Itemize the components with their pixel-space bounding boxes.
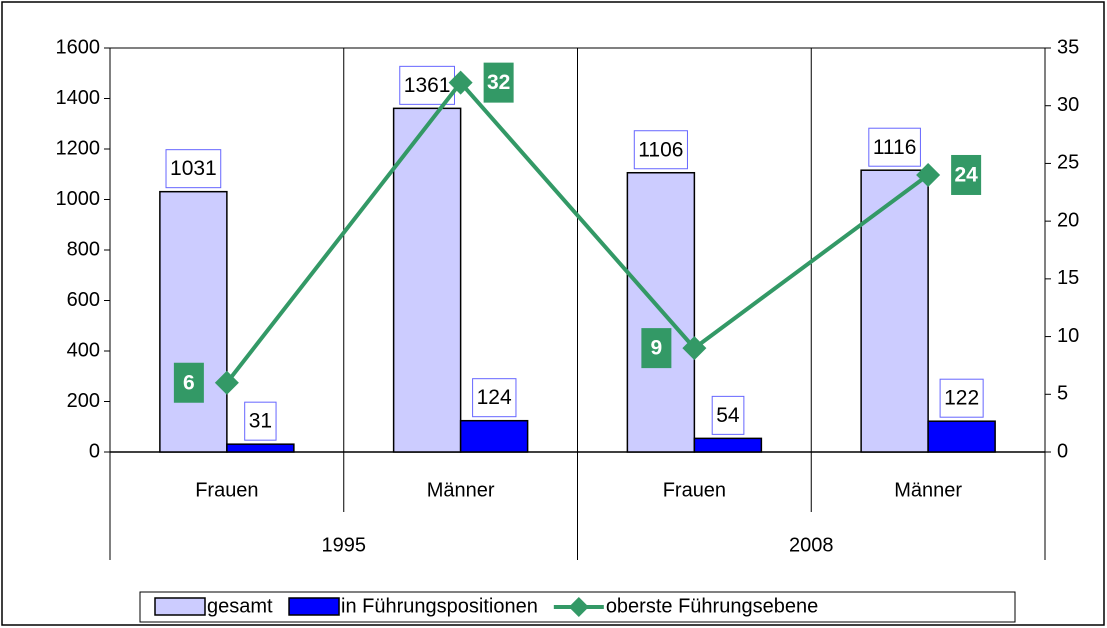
y-tick-label: 1000 — [56, 188, 101, 210]
line-marker — [448, 70, 473, 95]
x-group-label: 1995 — [322, 534, 367, 556]
legend-label: in Führungspositionen — [341, 595, 538, 617]
bar — [459, 419, 529, 453]
data-label: 124 — [477, 386, 512, 409]
data-label-box — [641, 328, 672, 369]
data-label-box — [711, 395, 745, 435]
data-label: 1116 — [873, 136, 917, 159]
y-tick-label: 1600 — [56, 36, 101, 58]
data-label-box — [399, 65, 455, 105]
data-label: 9 — [651, 337, 663, 360]
legend-swatch — [288, 597, 340, 616]
data-label-box — [483, 62, 514, 103]
x-tick-label: Männer — [427, 479, 495, 501]
y2-tick-label: 30 — [1057, 94, 1079, 116]
y-tick-label: 400 — [67, 339, 100, 361]
x-tick-label: Frauen — [195, 479, 258, 501]
y-tick-label: 800 — [67, 238, 100, 260]
legend-marker — [568, 597, 589, 617]
y-tick-label: 600 — [67, 289, 100, 311]
y2-tick-label: 20 — [1057, 209, 1079, 231]
bar — [159, 190, 228, 453]
y2-tick-label: 35 — [1057, 36, 1079, 58]
y-tick-label: 0 — [89, 440, 100, 462]
line — [225, 79, 930, 384]
line-marker — [916, 162, 941, 187]
y2-tick-label: 5 — [1057, 383, 1068, 405]
data-label-box — [951, 154, 982, 195]
data-label-box — [244, 401, 277, 441]
y2-tick-label: 0 — [1057, 440, 1068, 462]
legend-label: gesamt — [207, 595, 273, 617]
line-marker — [214, 370, 239, 395]
bar — [226, 443, 295, 453]
line-marker — [682, 336, 707, 361]
bar — [860, 169, 929, 453]
data-label-box — [173, 362, 204, 403]
data-label: 1031 — [170, 157, 217, 180]
data-label: 1106 — [638, 138, 683, 161]
data-label-box — [472, 378, 517, 418]
data-label: 24 — [954, 164, 978, 187]
y2-tick-label: 15 — [1057, 267, 1079, 289]
data-label-box — [633, 130, 688, 170]
data-label: 32 — [487, 71, 510, 94]
data-label-box — [165, 149, 222, 189]
x-tick-label: Männer — [894, 479, 962, 501]
data-label: 31 — [249, 410, 272, 433]
y2-tick-label: 10 — [1057, 325, 1079, 347]
data-label: 122 — [944, 387, 979, 410]
bar — [693, 437, 763, 453]
y-tick-label: 1400 — [56, 87, 101, 109]
data-label: 54 — [716, 404, 740, 427]
y2-tick-label: 25 — [1057, 152, 1079, 174]
data-label-box — [939, 378, 984, 418]
y-tick-label: 1200 — [56, 137, 101, 159]
data-label: 1361 — [404, 74, 451, 97]
data-label: 6 — [183, 371, 195, 394]
x-tick-label: Frauen — [663, 479, 726, 501]
legend-label: oberste Führungsebene — [606, 595, 818, 617]
y-tick-label: 200 — [67, 390, 100, 412]
legend-swatch — [154, 597, 206, 616]
bar — [927, 420, 996, 453]
x-group-label: 2008 — [789, 534, 834, 556]
bar — [392, 107, 462, 453]
data-label-box — [868, 127, 921, 167]
